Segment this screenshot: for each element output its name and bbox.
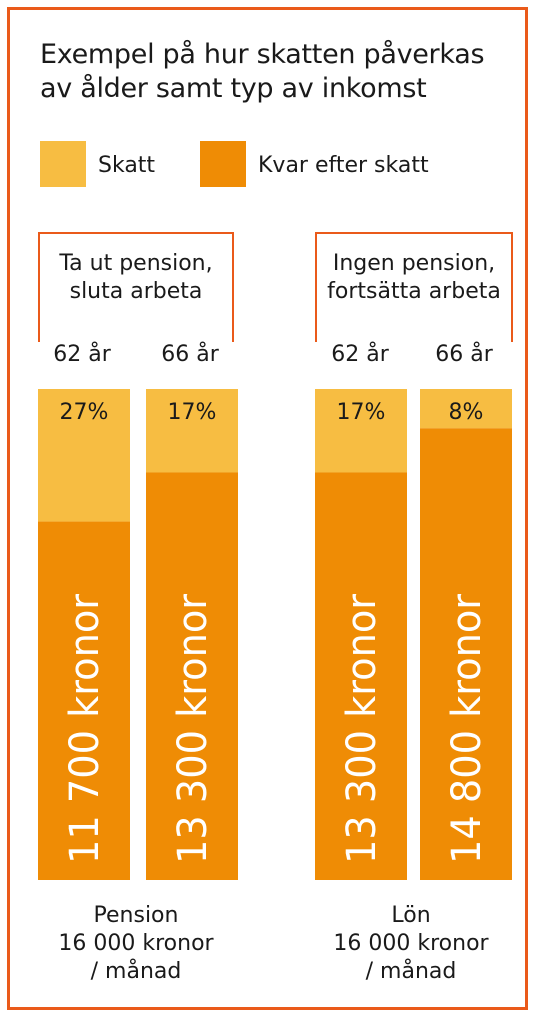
label-kvar-amount-4: 14 800 kronor: [444, 593, 490, 864]
bar-kvar-1: [38, 521, 130, 880]
bottom-label-pension-line-1: Pension: [93, 903, 179, 928]
group-label-lon: Ingen pension, fortsätta arbeta: [311, 250, 517, 306]
legend-swatch-skatt: [40, 141, 86, 187]
label-kvar-amount-1: 11 700 kronor: [62, 593, 108, 864]
bottom-label-lon-line-3: / månad: [365, 959, 457, 984]
bar-skatt-3: [315, 389, 407, 473]
bottom-label-pension-line-3: / månad: [90, 959, 182, 984]
age-label-4: 66 år: [435, 342, 493, 367]
bar-kvar-3: [315, 472, 407, 880]
legend-label-skatt: Skatt: [98, 153, 156, 178]
age-label-3: 62 år: [331, 342, 389, 367]
label-skatt-percent-1: 27%: [60, 400, 109, 425]
bar-kvar-2: [146, 472, 238, 880]
group-bracket-lon: [315, 232, 513, 342]
bottom-label-pension-line-2: 16 000 kronor: [58, 931, 214, 956]
group-bracket-pension: [38, 232, 234, 342]
legend-label-kvar: Kvar efter skatt: [258, 153, 429, 178]
title-line-1: Exempel på hur skatten påverkas: [40, 39, 485, 70]
group-label-pension: Ta ut pension, sluta arbeta: [38, 250, 234, 306]
group-label-lon-line-2: fortsätta arbeta: [327, 279, 501, 304]
bottom-label-lon: Lön 16 000 kronor / månad: [301, 902, 521, 986]
bottom-label-lon-line-1: Lön: [391, 903, 431, 928]
label-skatt-percent-4: 8%: [449, 400, 484, 425]
chart-frame: [7, 7, 528, 1010]
age-label-2: 66 år: [161, 342, 219, 367]
bar-skatt-2: [146, 389, 238, 473]
group-label-lon-line-1: Ingen pension,: [332, 251, 496, 276]
label-skatt-percent-3: 17%: [337, 400, 386, 425]
label-kvar-amount-3: 13 300 kronor: [339, 593, 385, 864]
bottom-label-pension: Pension 16 000 kronor / månad: [26, 902, 246, 986]
label-kvar-amount-2: 13 300 kronor: [170, 593, 216, 864]
chart-title: Exempel på hur skatten påverkas av ålder…: [40, 38, 510, 106]
age-label-1: 62 år: [53, 342, 111, 367]
bar-skatt-1: [38, 389, 130, 522]
title-line-2: av ålder samt typ av inkomst: [40, 73, 427, 104]
group-label-pension-line-1: Ta ut pension,: [59, 251, 213, 276]
bottom-label-lon-line-2: 16 000 kronor: [333, 931, 489, 956]
bar-kvar-4: [420, 428, 512, 880]
legend-swatch-kvar: [200, 141, 246, 187]
label-skatt-percent-2: 17%: [168, 400, 217, 425]
group-label-pension-line-2: sluta arbeta: [69, 279, 203, 304]
bar-skatt-4: [420, 389, 512, 429]
